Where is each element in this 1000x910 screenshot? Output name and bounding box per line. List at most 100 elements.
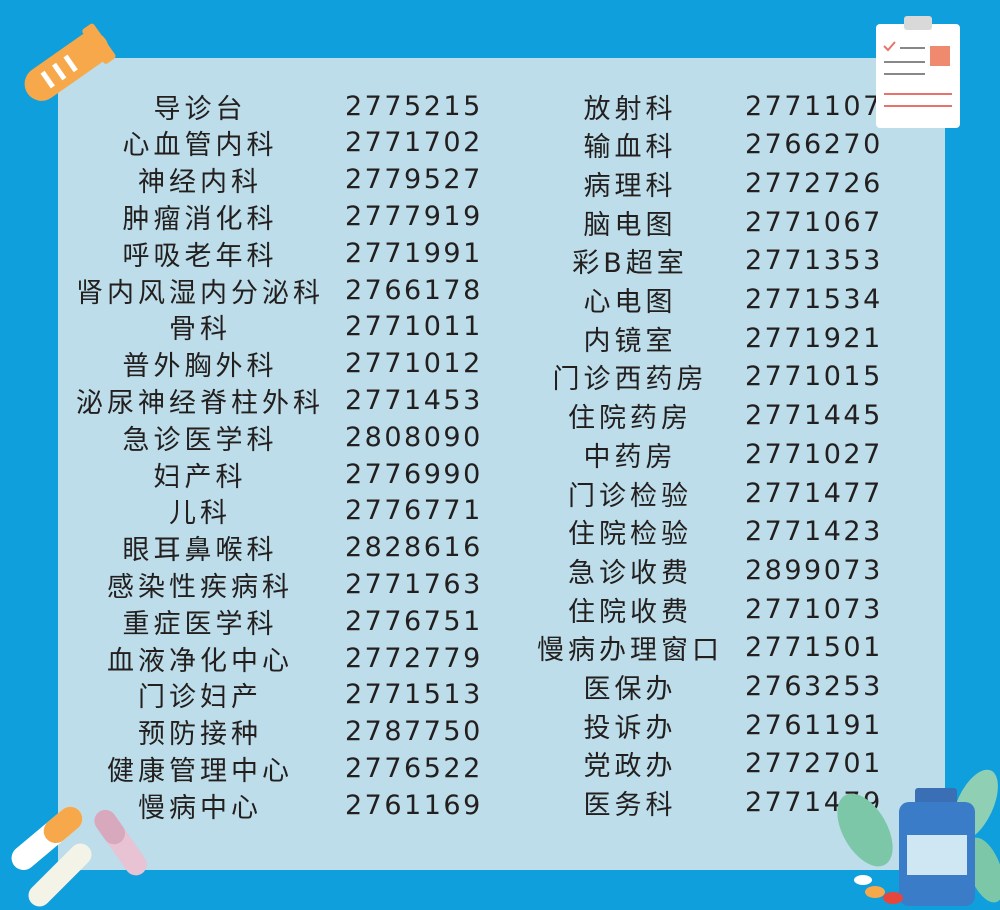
department-name: 肾内风湿内分泌科 xyxy=(76,277,324,309)
department-name: 眼耳鼻喉科 xyxy=(122,535,278,567)
directory-row: 住院收费 2771073 xyxy=(530,591,883,628)
phone-number: 2772701 xyxy=(745,748,883,780)
phone-number: 2772779 xyxy=(345,642,483,674)
directory-row: 妇产科 2776990 xyxy=(50,456,483,493)
department-name: 门诊西药房 xyxy=(552,364,708,396)
phone-number: 2771453 xyxy=(345,384,483,416)
department-name: 住院收费 xyxy=(568,596,692,628)
phone-number: 2771073 xyxy=(745,593,883,625)
directory-row: 门诊检验 2771477 xyxy=(530,475,883,512)
department-name: 彩B超室 xyxy=(572,248,688,280)
department-name: 骨科 xyxy=(169,314,231,346)
department-name: 脑电图 xyxy=(583,209,677,241)
directory-row: 神经内科 2779527 xyxy=(50,162,483,198)
directory-row: 泌尿神经脊柱外科 2771453 xyxy=(50,382,483,419)
phone-number: 2771353 xyxy=(745,245,883,277)
directory-row: 彩B超室 2771353 xyxy=(530,243,883,279)
department-name: 儿科 xyxy=(169,498,231,530)
directory-row: 慢病办理窗口 2771501 xyxy=(530,630,883,666)
phone-number: 2761191 xyxy=(745,709,883,741)
phone-number: 2771067 xyxy=(745,206,883,238)
department-name: 医务科 xyxy=(583,790,677,822)
department-name: 输血科 xyxy=(583,132,677,164)
directory-row: 医务科 2771479 xyxy=(530,785,883,821)
department-name: 急诊医学科 xyxy=(122,424,278,456)
department-name: 病理科 xyxy=(583,170,677,202)
clipboard-icon xyxy=(876,16,960,128)
department-name: 投诉办 xyxy=(583,712,677,744)
department-name: 呼吸老年科 xyxy=(122,240,278,272)
directory-row: 血液净化中心 2772779 xyxy=(50,640,483,677)
department-name: 内镜室 xyxy=(583,325,677,357)
phone-number: 2763253 xyxy=(745,671,883,702)
phone-number: 2787750 xyxy=(345,716,483,748)
department-name: 急诊收费 xyxy=(568,557,692,589)
directory-row: 肾内风湿内分泌科 2766178 xyxy=(50,272,483,309)
department-name: 门诊检验 xyxy=(568,480,692,512)
department-name: 重症医学科 xyxy=(122,608,278,640)
medicine-bottle-icon xyxy=(837,769,1000,906)
department-name: 医保办 xyxy=(583,674,677,705)
department-name: 慢病中心 xyxy=(138,792,262,824)
phone-number: 2771107 xyxy=(745,90,883,122)
department-name: 感染性疾病科 xyxy=(107,571,293,603)
directory-row: 健康管理中心 2776522 xyxy=(50,750,483,787)
phone-number: 2761169 xyxy=(345,789,483,821)
directory-row: 肿瘤消化科 2777919 xyxy=(50,198,483,235)
directory-row: 输血科 2766270 xyxy=(530,127,883,163)
phone-number: 2771501 xyxy=(745,632,883,664)
department-name: 放射科 xyxy=(583,93,677,125)
phone-number: 2771702 xyxy=(345,127,483,159)
directory-row: 心血管内科 2771702 xyxy=(50,125,483,161)
department-name: 党政办 xyxy=(583,751,677,783)
test-tube-icon xyxy=(24,23,116,101)
department-name: 预防接种 xyxy=(138,719,262,751)
department-name: 住院药房 xyxy=(568,403,692,435)
capsule-icon xyxy=(11,806,147,907)
phone-number: 2808090 xyxy=(345,421,483,453)
phone-number: 2776771 xyxy=(345,495,483,527)
directory-row: 脑电图 2771067 xyxy=(530,204,883,241)
directory-row: 住院药房 2771445 xyxy=(530,398,883,434)
phone-number: 2899073 xyxy=(745,554,883,586)
phone-number: 2776522 xyxy=(345,752,483,784)
directory-row: 投诉办 2761191 xyxy=(530,707,883,744)
phone-number: 2766178 xyxy=(345,274,483,306)
phone-number: 2771763 xyxy=(345,568,483,600)
department-name: 普外胸外科 xyxy=(122,351,278,383)
directory-row: 门诊妇产 2771513 xyxy=(50,677,483,713)
directory-row: 眼耳鼻喉科 2828616 xyxy=(50,530,483,566)
directory-row: 医保办 2763253 xyxy=(530,669,883,705)
phone-number: 2771015 xyxy=(745,361,883,393)
phone-number: 2771423 xyxy=(745,516,883,548)
directory-row: 重症医学科 2776751 xyxy=(50,603,483,640)
directory-row: 急诊收费 2899073 xyxy=(530,552,883,589)
department-name: 住院检验 xyxy=(568,519,692,551)
department-name: 健康管理中心 xyxy=(107,755,293,787)
phone-number: 2828616 xyxy=(345,532,483,564)
phone-number: 2777919 xyxy=(345,200,483,232)
department-name: 心电图 xyxy=(583,287,677,318)
directory-row: 党政办 2772701 xyxy=(530,746,883,782)
phone-number: 2775215 xyxy=(345,90,483,122)
phone-number: 2771921 xyxy=(745,322,883,354)
department-name: 肿瘤消化科 xyxy=(122,203,278,235)
department-name: 门诊妇产 xyxy=(138,682,262,714)
directory-row: 门诊西药房 2771015 xyxy=(530,359,883,395)
department-name: 中药房 xyxy=(583,441,677,473)
phone-number: 2771477 xyxy=(745,477,883,509)
directory-row: 心电图 2771534 xyxy=(530,282,883,318)
phone-number: 2771534 xyxy=(745,284,883,315)
phone-number: 2779527 xyxy=(345,164,483,196)
directory-row: 中药房 2771027 xyxy=(530,436,883,473)
department-name: 血液净化中心 xyxy=(107,645,293,677)
department-name: 慢病办理窗口 xyxy=(537,635,723,667)
phone-number: 2771012 xyxy=(345,348,483,380)
leaf-icon xyxy=(837,793,893,867)
directory-row: 普外胸外科 2771012 xyxy=(50,346,483,382)
department-name: 心血管内科 xyxy=(122,130,278,162)
phone-number: 2771991 xyxy=(345,237,483,269)
directory-row: 儿科 2776771 xyxy=(50,493,483,529)
department-name: 神经内科 xyxy=(138,167,262,199)
phone-number: 2771011 xyxy=(345,311,483,343)
